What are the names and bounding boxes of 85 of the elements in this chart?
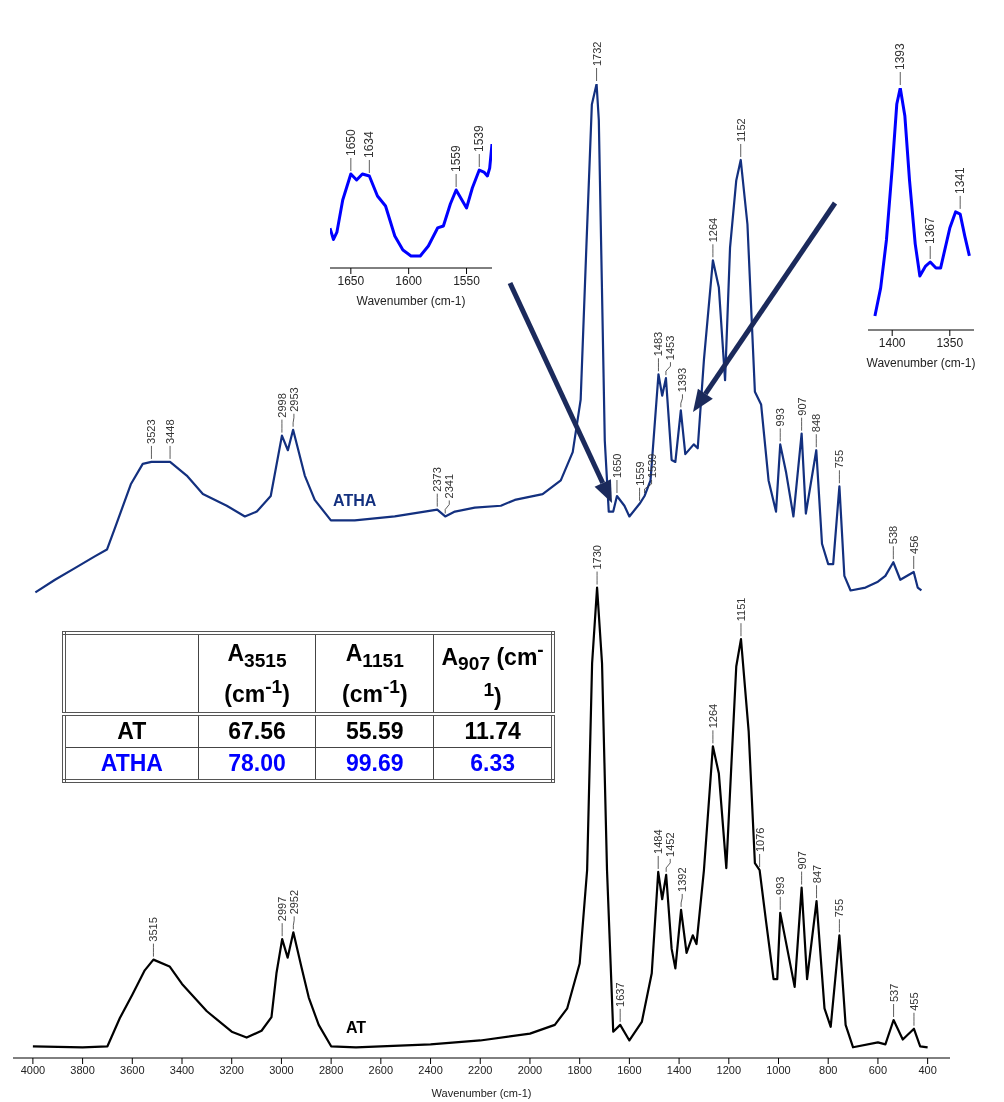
annotation: 755 (833, 449, 846, 469)
x-tick-label: 1400 (878, 335, 906, 350)
x-tick-label: 1600 (395, 273, 423, 288)
annotation: 456 (907, 535, 920, 554)
x-tick-label: 1650 (337, 273, 365, 288)
x-axis-title: Wavenumber (cm-1) (866, 356, 976, 370)
x-tick-label: 3400 (169, 1063, 195, 1076)
annotation: 2998 (275, 393, 288, 418)
x-tick-label: 2000 (517, 1063, 543, 1076)
x-tick-label: 2800 (318, 1063, 344, 1076)
x-tick-label: 1000 (766, 1063, 791, 1076)
annotation: 1076 (753, 827, 766, 853)
x-axis-title: Wavenumber (cm-1) (356, 294, 466, 308)
x-tick-label: 2400 (418, 1063, 443, 1076)
annotation: 1732 (590, 41, 603, 66)
annotation: 1152 (734, 118, 747, 142)
annotation: 537 (887, 983, 900, 1003)
annotation: 1650 (610, 453, 623, 478)
x-tick-label: 4000 (20, 1063, 46, 1076)
x-tick-label: 800 (819, 1063, 838, 1076)
x-tick-label: 2600 (368, 1063, 394, 1076)
annotation: 538 (887, 525, 900, 545)
annotation: 1483 (652, 331, 665, 357)
annotation: 755 (833, 898, 846, 918)
text: 99.69 (346, 749, 404, 776)
annotation: 1452 (664, 832, 677, 857)
annotation: 2341 (443, 473, 456, 499)
annotation: 1264 (706, 703, 719, 729)
annotation: 2952 (288, 889, 301, 915)
annotation: 1484 (652, 829, 665, 854)
x-axis-title: Wavenumber (cm-1) (431, 1087, 532, 1099)
x-tick-label: 1350 (936, 335, 964, 350)
category-label: A$_{1151}$ (cm$^{-1}$) (315, 633, 434, 714)
category-label: A$_{907}$ (cm$^{-}$$^{1}$) (441, 639, 544, 710)
annotation: 993 (774, 408, 787, 427)
x-tick-label: 3800 (70, 1063, 95, 1076)
annotation: 1341 (953, 166, 968, 194)
annotation: 1392 (676, 867, 689, 892)
annotation: 1539 (645, 453, 658, 478)
annotation: 2997 (276, 896, 289, 922)
x-tick-label: 400 (918, 1063, 937, 1076)
text: 67.56 (228, 717, 286, 744)
annotation: 3523 (145, 419, 158, 444)
annotation: 907 (795, 851, 808, 870)
x-tick-label: 3600 (120, 1063, 145, 1076)
text: 55.59 (346, 717, 404, 744)
annotation: 1539 (472, 125, 487, 153)
category-label: A$_{3515}$ (cm$^{-1}$) (198, 633, 316, 714)
annotation: 455 (907, 992, 920, 1011)
category-label: ATHA (100, 749, 163, 776)
annotation: 2373 (431, 467, 444, 492)
annotation: 1559 (633, 461, 646, 486)
x-tick-label: 1400 (666, 1063, 692, 1076)
annotation: 1637 (614, 982, 627, 1007)
x-tick-label: 3000 (269, 1063, 294, 1076)
annotation: 847 (810, 864, 823, 884)
annotation: 1151 (734, 597, 747, 622)
annotation: 3448 (164, 419, 177, 444)
annotation: 1393 (676, 367, 689, 393)
x-tick-label: 1600 (617, 1063, 642, 1076)
annotation: 907 (795, 397, 808, 416)
text: 6.33 (470, 749, 515, 776)
x-tick-label: 3200 (219, 1063, 244, 1076)
text: 11.74 (464, 717, 521, 744)
category-label: AT (117, 717, 147, 744)
x-tick-label: 1550 (453, 273, 481, 288)
annotation: 1559 (449, 144, 464, 172)
annotation: 1453 (664, 335, 677, 361)
annotation: 1634 (362, 130, 377, 158)
x-tick-label: 2200 (468, 1063, 493, 1076)
annotation: 848 (810, 413, 823, 433)
text: 78.00 (228, 749, 286, 776)
annotation: 1264 (706, 217, 719, 243)
series-label: ATHA (333, 492, 377, 510)
x-tick-label: 1200 (716, 1063, 742, 1076)
series-label: AT (345, 1019, 367, 1037)
annotation: 1367 (923, 216, 938, 244)
annotation: 1393 (893, 42, 908, 70)
annotation: 1730 (591, 545, 604, 570)
annotation: 993 (774, 876, 787, 895)
annotation: 2953 (287, 387, 300, 412)
x-tick-label: 600 (868, 1063, 888, 1076)
annotation: 1650 (343, 128, 358, 157)
x-tick-label: 1800 (567, 1063, 592, 1076)
annotation: 3515 (147, 917, 160, 942)
